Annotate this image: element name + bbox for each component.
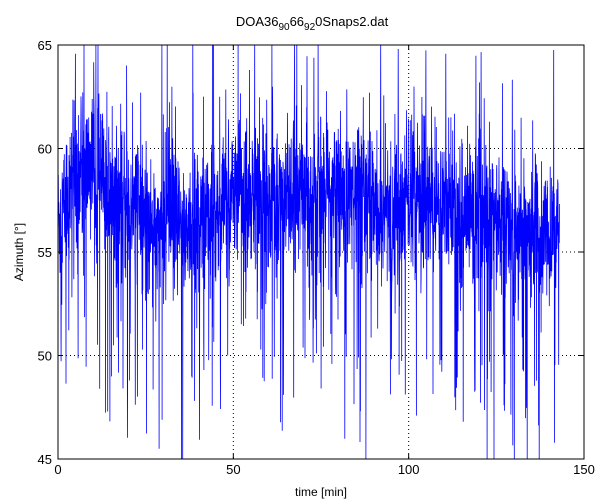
y-tick-label: 60 [38, 142, 52, 157]
series-group [57, 44, 560, 460]
x-tick-label: 150 [573, 462, 595, 477]
grid [58, 45, 584, 459]
y-tick-label: 50 [38, 349, 52, 364]
y-axis-label: Azimuth [°] [12, 223, 26, 281]
x-tick-label: 50 [226, 462, 240, 477]
x-tick-label: 100 [398, 462, 420, 477]
y-tick-label: 65 [38, 38, 52, 53]
y-tick-label: 45 [38, 452, 52, 467]
y-tick-label: 55 [38, 245, 52, 260]
axes-frame [57, 44, 585, 460]
tick-group: 0 50 100 150 45 50 55 60 65 [38, 38, 595, 477]
x-tick-label: 0 [54, 462, 61, 477]
chart-title: DOA369066920Snaps2.dat [236, 14, 389, 33]
x-axis-label: time [min] [295, 485, 347, 499]
series-line [57, 44, 560, 460]
